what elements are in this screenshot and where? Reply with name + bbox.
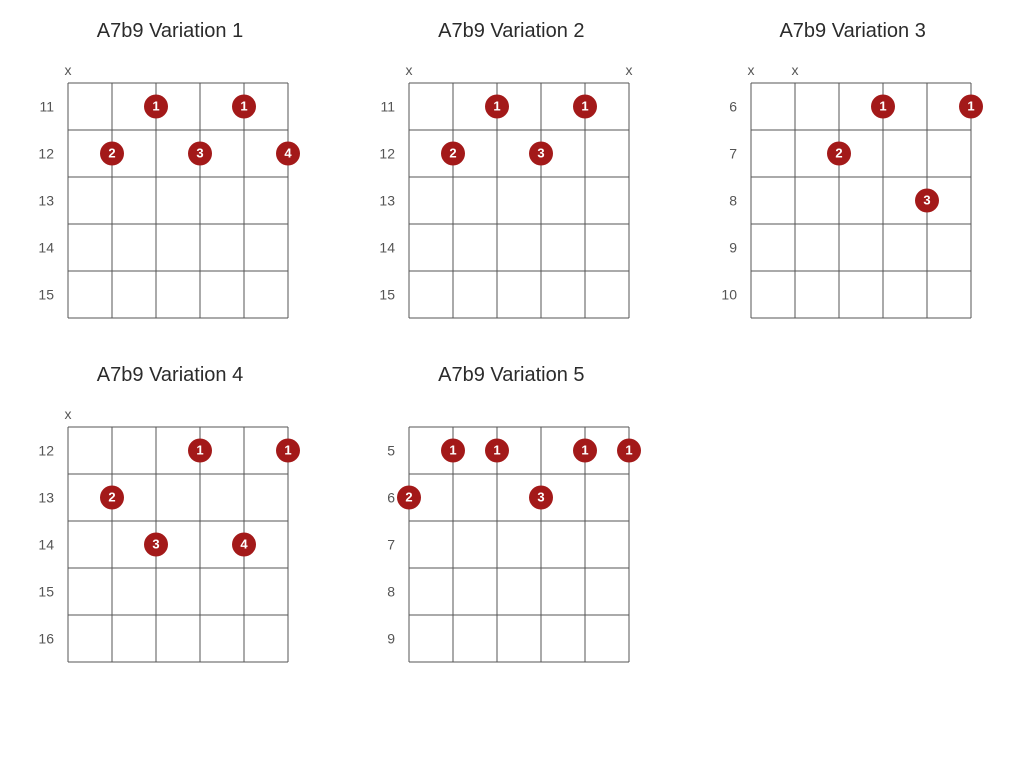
finger-number: 1 — [196, 443, 203, 458]
fret-label: 7 — [729, 146, 737, 162]
fretboard: 1112131415x11234 — [30, 61, 308, 324]
mute-marker: x — [747, 62, 754, 78]
finger-number: 2 — [108, 146, 115, 161]
finger-number: 3 — [152, 537, 159, 552]
fretboard: 5 6 7 8 9 1 1 1 1 2 3 — [371, 405, 649, 668]
mute-marker: x — [65, 62, 72, 78]
finger-number: 2 — [450, 146, 457, 161]
fret-label: 14 — [38, 537, 54, 553]
finger-number: 4 — [284, 146, 292, 161]
finger-number: 1 — [582, 99, 589, 114]
finger-number: 2 — [108, 490, 115, 505]
finger-number: 3 — [196, 146, 203, 161]
finger-number: 4 — [240, 537, 248, 552]
chord-title: A7b9 Variation 1 — [30, 20, 310, 43]
finger-number: 3 — [923, 193, 930, 208]
finger-number: 1 — [967, 99, 974, 114]
chord-title: A7b9 Variation 3 — [713, 20, 993, 43]
fretboard: 1213141516x11234 — [30, 405, 308, 668]
fret-label: 12 — [38, 443, 54, 459]
fretboard: 1112131415xx1123 — [371, 61, 649, 324]
finger-number: 1 — [494, 99, 501, 114]
finger-number: 1 — [152, 99, 159, 114]
chord-diagram: A7b9 Variation 21112131415xx1123 — [371, 20, 651, 324]
fret-label: 15 — [38, 287, 54, 303]
chord-title: A7b9 Variation 5 — [371, 364, 651, 387]
fret-label: 12 — [38, 146, 54, 162]
chord-title: A7b9 Variation 4 — [30, 364, 310, 387]
fret-label: 6 — [388, 490, 396, 506]
finger-number: 1 — [494, 443, 501, 458]
fret-label: 13 — [38, 193, 54, 209]
finger-number: 1 — [582, 443, 589, 458]
mute-marker: x — [406, 62, 413, 78]
fret-label: 14 — [380, 240, 396, 256]
fret-label: 11 — [381, 99, 396, 115]
fret-label: 13 — [38, 490, 54, 506]
chord-diagram: A7b9 Variation 41213141516x11234 — [30, 364, 310, 668]
mute-marker: x — [626, 62, 633, 78]
finger-number: 1 — [240, 99, 247, 114]
fret-label: 7 — [388, 537, 396, 553]
fret-label: 5 — [388, 443, 396, 459]
fret-label: 6 — [729, 99, 737, 115]
chord-diagram: A7b9 Variation 5 5 6 7 8 9 1 1 1 1 2 3 — [371, 364, 651, 668]
chord-diagram: A7b9 Variation 11112131415x11234 — [30, 20, 310, 324]
fret-label: 9 — [388, 631, 396, 647]
mute-marker: x — [65, 406, 72, 422]
fret-label: 8 — [729, 193, 737, 209]
finger-number: 3 — [538, 490, 545, 505]
fret-label: 12 — [380, 146, 396, 162]
finger-number: 2 — [835, 146, 842, 161]
fretboard: 6 7 8 9 10 x x 1 1 2 3 — [713, 61, 991, 324]
finger-number: 1 — [879, 99, 886, 114]
fret-label: 15 — [380, 287, 396, 303]
fret-label: 8 — [388, 584, 396, 600]
fret-label: 15 — [38, 584, 54, 600]
finger-number: 1 — [450, 443, 457, 458]
fret-label: 13 — [380, 193, 396, 209]
mute-marker: x — [791, 62, 798, 78]
fret-label: 9 — [729, 240, 737, 256]
finger-number: 1 — [626, 443, 633, 458]
chord-diagram: A7b9 Variation 3 6 7 8 9 10 x x 1 1 2 3 — [713, 20, 993, 324]
fret-label: 16 — [38, 631, 54, 647]
finger-number: 2 — [406, 490, 413, 505]
fret-label: 14 — [38, 240, 54, 256]
fret-label: 10 — [721, 287, 737, 303]
finger-number: 3 — [538, 146, 545, 161]
fret-label: 11 — [39, 99, 54, 115]
chord-grid: A7b9 Variation 11112131415x11234A7b9 Var… — [30, 20, 994, 668]
finger-number: 1 — [284, 443, 291, 458]
chord-title: A7b9 Variation 2 — [371, 20, 651, 43]
